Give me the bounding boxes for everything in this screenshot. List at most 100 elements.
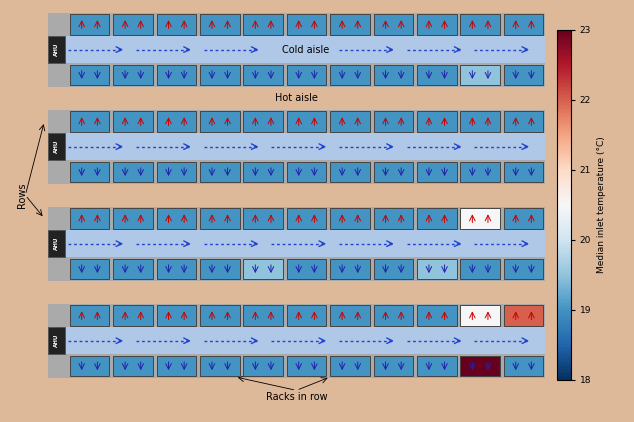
Bar bbox=[287, 356, 327, 376]
Bar bbox=[48, 36, 65, 63]
Bar bbox=[287, 208, 327, 229]
Bar bbox=[48, 133, 545, 160]
Bar bbox=[287, 305, 327, 326]
Bar bbox=[330, 305, 370, 326]
Bar bbox=[417, 259, 456, 279]
Y-axis label: Median inlet temperature (°C): Median inlet temperature (°C) bbox=[597, 136, 605, 273]
Bar bbox=[243, 14, 283, 35]
Bar bbox=[460, 305, 500, 326]
Bar bbox=[243, 356, 283, 376]
Bar bbox=[243, 259, 283, 279]
Bar bbox=[504, 259, 543, 279]
Bar bbox=[460, 356, 500, 376]
Bar bbox=[243, 111, 283, 132]
Bar bbox=[417, 305, 456, 326]
Bar bbox=[157, 65, 196, 85]
Bar bbox=[113, 305, 153, 326]
Bar bbox=[504, 356, 543, 376]
Bar bbox=[113, 14, 153, 35]
Bar bbox=[417, 14, 456, 35]
Bar bbox=[330, 65, 370, 85]
Bar bbox=[48, 354, 545, 378]
Bar bbox=[330, 162, 370, 182]
Bar bbox=[504, 111, 543, 132]
Bar bbox=[200, 14, 240, 35]
Bar bbox=[70, 162, 109, 182]
Bar bbox=[48, 327, 65, 354]
Bar bbox=[48, 13, 545, 36]
Bar bbox=[48, 327, 545, 354]
Bar bbox=[504, 162, 543, 182]
Bar bbox=[70, 14, 109, 35]
Bar bbox=[373, 111, 413, 132]
Text: AHU: AHU bbox=[54, 237, 59, 250]
Bar bbox=[504, 65, 543, 85]
Text: Cold aisle: Cold aisle bbox=[281, 45, 329, 54]
Bar bbox=[460, 259, 500, 279]
Bar bbox=[113, 111, 153, 132]
Bar bbox=[200, 259, 240, 279]
Bar bbox=[48, 230, 545, 257]
Bar bbox=[48, 63, 545, 87]
Bar bbox=[460, 111, 500, 132]
Bar bbox=[287, 111, 327, 132]
Bar bbox=[504, 305, 543, 326]
Bar bbox=[330, 208, 370, 229]
Bar bbox=[113, 259, 153, 279]
Bar bbox=[200, 356, 240, 376]
Text: Hot aisle: Hot aisle bbox=[275, 93, 318, 103]
Bar bbox=[48, 133, 65, 160]
Text: AHU: AHU bbox=[54, 140, 59, 153]
Bar bbox=[200, 162, 240, 182]
Bar bbox=[373, 259, 413, 279]
Bar bbox=[48, 257, 545, 281]
Bar bbox=[70, 111, 109, 132]
Bar bbox=[417, 65, 456, 85]
Bar bbox=[157, 208, 196, 229]
Text: Racks in row: Racks in row bbox=[266, 392, 327, 403]
Bar bbox=[287, 14, 327, 35]
Bar bbox=[48, 304, 545, 327]
Bar bbox=[287, 259, 327, 279]
Bar bbox=[417, 356, 456, 376]
Bar bbox=[243, 162, 283, 182]
Bar bbox=[460, 162, 500, 182]
Bar bbox=[504, 208, 543, 229]
Bar bbox=[200, 305, 240, 326]
Bar bbox=[113, 208, 153, 229]
Bar bbox=[417, 208, 456, 229]
Bar bbox=[70, 305, 109, 326]
Bar bbox=[373, 305, 413, 326]
Bar bbox=[70, 208, 109, 229]
Bar bbox=[157, 14, 196, 35]
Bar bbox=[157, 111, 196, 132]
Bar bbox=[373, 14, 413, 35]
Bar bbox=[460, 65, 500, 85]
Bar bbox=[48, 230, 65, 257]
Bar bbox=[373, 162, 413, 182]
Bar bbox=[113, 65, 153, 85]
Bar bbox=[243, 208, 283, 229]
Bar bbox=[330, 14, 370, 35]
Bar bbox=[70, 356, 109, 376]
Bar bbox=[373, 356, 413, 376]
Bar bbox=[373, 208, 413, 229]
Bar bbox=[48, 36, 545, 63]
Bar bbox=[460, 14, 500, 35]
Bar bbox=[48, 110, 545, 133]
Bar bbox=[48, 160, 545, 184]
Bar bbox=[373, 65, 413, 85]
Bar bbox=[330, 259, 370, 279]
Bar bbox=[113, 356, 153, 376]
Bar bbox=[243, 305, 283, 326]
Bar bbox=[287, 65, 327, 85]
Bar bbox=[330, 111, 370, 132]
Bar bbox=[417, 111, 456, 132]
Bar bbox=[157, 162, 196, 182]
Bar bbox=[48, 207, 545, 230]
Bar bbox=[70, 259, 109, 279]
Bar bbox=[504, 14, 543, 35]
Bar bbox=[157, 259, 196, 279]
Bar bbox=[200, 111, 240, 132]
Bar bbox=[200, 65, 240, 85]
